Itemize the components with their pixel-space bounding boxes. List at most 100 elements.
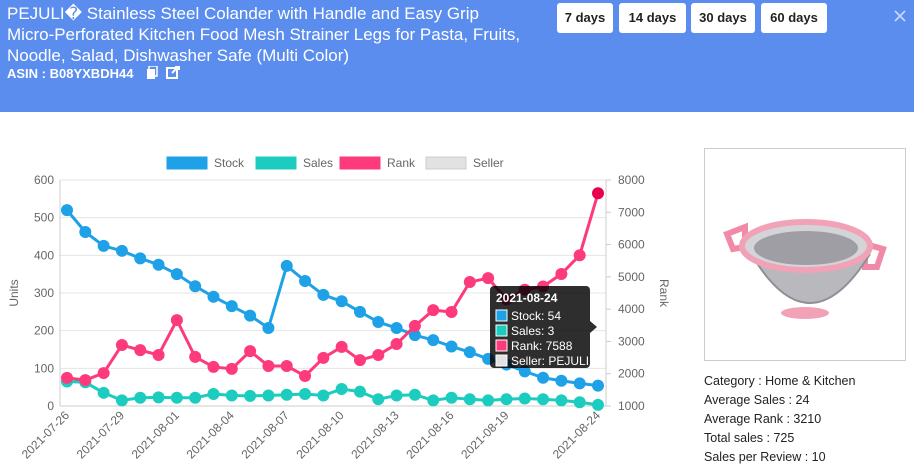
x-tick-label: 2021-07-29 <box>74 408 128 462</box>
data-point <box>244 345 257 358</box>
tooltip-line: Rank: 7588 <box>511 339 573 353</box>
range-button[interactable]: 60 days <box>761 3 827 33</box>
x-tick-label: 2021-08-10 <box>293 408 347 462</box>
data-point <box>225 389 238 402</box>
close-button[interactable] <box>894 10 906 22</box>
data-point <box>482 272 495 285</box>
data-point <box>427 334 440 347</box>
data-point <box>408 388 421 401</box>
data-point <box>225 362 238 375</box>
range-button[interactable]: 14 days <box>619 3 686 33</box>
data-point <box>207 387 220 400</box>
colander-drawing <box>723 219 887 319</box>
data-point <box>97 367 110 380</box>
data-point <box>427 304 440 317</box>
info-line: Sales per Review : 10 <box>704 450 826 464</box>
tooltip-swatch <box>495 354 508 367</box>
y2-tick-label: 1000 <box>618 399 645 413</box>
info-line: Total sales : 725 <box>704 431 795 445</box>
y-tick-label: 400 <box>34 248 54 262</box>
data-point <box>61 204 73 217</box>
chart: Units Rank 0 100 200 300 400 500 600 1000 2000 30… <box>7 156 671 462</box>
info-line: Average Rank : 3210 <box>704 412 822 426</box>
product-title: PEJULI� Stainless Steel Colander with Ha… <box>7 4 521 65</box>
legend-label: Stock <box>214 156 245 170</box>
data-point <box>537 371 550 384</box>
data-point <box>573 396 586 409</box>
data-point <box>317 389 330 402</box>
data-point <box>372 316 385 329</box>
y-tick-label: 300 <box>34 286 54 300</box>
asin-text: ASIN : B08YXBDH44 <box>7 66 134 81</box>
data-point <box>408 319 421 332</box>
legend-swatch <box>339 156 381 170</box>
copy-icon[interactable] <box>147 69 156 79</box>
data-point <box>280 259 293 272</box>
asin-icons[interactable] <box>145 65 185 80</box>
data-point <box>390 338 403 351</box>
link-icon[interactable] <box>166 67 179 79</box>
data-point <box>134 391 147 404</box>
data-point <box>262 389 275 402</box>
tooltip-title: 2021-08-24 <box>496 291 558 305</box>
data-point <box>335 383 348 396</box>
tooltip-swatch <box>495 324 508 337</box>
data-point <box>189 350 202 363</box>
data-point <box>427 394 440 407</box>
y2-axis-title: Rank <box>657 279 671 308</box>
data-point <box>555 394 568 407</box>
data-point <box>445 391 458 404</box>
data-point <box>463 276 476 289</box>
tooltip-swatch <box>495 339 508 352</box>
data-point <box>262 322 275 335</box>
data-point <box>463 393 476 406</box>
data-point <box>97 239 110 252</box>
data-point <box>390 389 403 402</box>
data-point <box>134 344 147 357</box>
legend-label: Seller <box>473 156 504 170</box>
data-point <box>299 369 312 382</box>
data-point <box>115 338 128 351</box>
x-tick-label: 2021-08-24 <box>550 408 604 462</box>
data-point <box>152 348 165 361</box>
data-point <box>445 306 458 319</box>
data-point <box>170 314 183 327</box>
range-button[interactable]: 30 days <box>691 3 755 33</box>
data-point <box>555 374 568 387</box>
range-button[interactable]: 7 days <box>557 3 613 33</box>
legend-swatch <box>425 156 467 170</box>
data-point <box>317 351 330 364</box>
x-tick-label: 2021-08-07 <box>239 408 293 462</box>
tooltip-box <box>490 286 590 368</box>
data-point <box>97 386 110 399</box>
data-point <box>592 398 604 411</box>
data-point <box>299 274 312 287</box>
y2-tick-label: 8000 <box>618 173 645 187</box>
data-point <box>353 354 366 367</box>
data-point <box>79 225 92 238</box>
data-point <box>262 359 275 372</box>
data-point <box>592 379 604 392</box>
y-tick-label: 600 <box>34 173 54 187</box>
y-tick-label: 200 <box>34 324 54 338</box>
data-point <box>244 309 257 322</box>
data-point <box>299 387 312 400</box>
asin: ASIN : B08YXBDH44 <box>7 65 185 81</box>
y-tick-label: 100 <box>34 361 54 375</box>
x-tick-label: 2021-07-26 <box>19 408 73 462</box>
data-point <box>372 393 385 406</box>
tooltip-line: Stock: 54 <box>511 309 561 323</box>
data-point <box>573 377 586 390</box>
legend-swatch <box>166 156 208 170</box>
data-point <box>573 249 586 262</box>
data-point <box>244 389 257 402</box>
data-point <box>189 280 202 293</box>
info-line: Category : Home & Kitchen <box>704 374 856 388</box>
data-point <box>317 288 330 301</box>
legend-label: Rank <box>387 156 416 170</box>
tooltip-swatch <box>495 309 508 322</box>
y2-tick-label: 2000 <box>618 367 645 381</box>
y-axis-title: Units <box>7 279 21 306</box>
